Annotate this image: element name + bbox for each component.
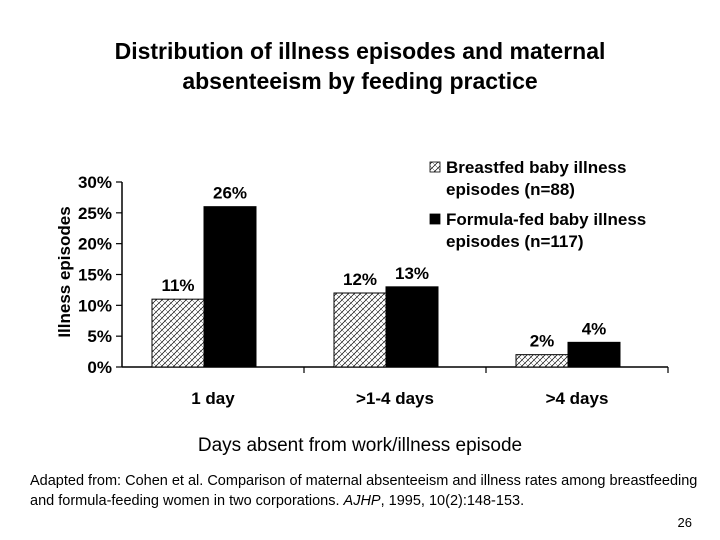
axes: 0% 5% 10% 15% 20% 25% 30% 1 day >1-4 days >4 days xyxy=(78,173,669,408)
data-label: 4% xyxy=(582,319,607,338)
legend-label-line: Breastfed baby illness xyxy=(446,158,626,177)
legend-label: Formula-fed baby illness episodes (n=117) xyxy=(446,210,646,251)
x-tick-label: 1 day xyxy=(191,389,235,408)
source-caption: Adapted from: Cohen et al. Comparison of… xyxy=(30,471,700,511)
y-tick-label: 15% xyxy=(78,266,112,285)
x-tick-label: >4 days xyxy=(546,389,609,408)
chart-title: Distribution of illness episodes and mat… xyxy=(0,36,720,96)
y-tick-label: 5% xyxy=(87,327,112,346)
legend-label-line: episodes (n=117) xyxy=(446,232,583,251)
data-label: 2% xyxy=(530,332,555,351)
chart-title-line1: Distribution of illness episodes and mat… xyxy=(114,38,606,64)
legend-label-line: Formula-fed baby illness xyxy=(446,210,646,229)
bars: 11% 12% 2% 26% 13% 4% xyxy=(151,184,621,368)
data-label: 12% xyxy=(343,270,377,289)
data-label: 11% xyxy=(161,276,194,295)
x-tick-label: >1-4 days xyxy=(356,389,434,408)
y-tick-label: 25% xyxy=(78,204,112,223)
bar-formula-fed xyxy=(385,286,439,368)
y-tick-label: 10% xyxy=(78,296,112,315)
data-label: 26% xyxy=(213,184,247,203)
chart-title-line2: absenteeism by feeding practice xyxy=(182,68,538,94)
caption-text: Adapted from: Cohen et al. Comparison of… xyxy=(30,473,698,509)
page-number: 26 xyxy=(677,515,692,530)
legend-label: Breastfed baby illness episodes (n=88) xyxy=(446,158,626,199)
legend-swatch-formula-fed xyxy=(429,213,441,225)
bar-breastfed xyxy=(333,292,387,368)
y-tick-label: 20% xyxy=(78,235,112,254)
x-axis-label: Days absent from work/illness episode xyxy=(197,435,523,456)
bar-breastfed xyxy=(515,354,569,368)
bar-breastfed xyxy=(151,298,205,368)
bar-formula-fed xyxy=(203,206,257,368)
legend-label-line: episodes (n=88) xyxy=(446,180,575,199)
legend-swatch-breastfed xyxy=(429,161,441,173)
y-tick-label: 0% xyxy=(87,358,112,377)
y-axis-label: Illness episodes xyxy=(55,206,74,337)
legend: Breastfed baby illness episodes (n=88) For… xyxy=(429,158,646,251)
bar-formula-fed xyxy=(567,341,621,368)
caption-journal: AJHP xyxy=(343,493,381,509)
caption-text-end: , 1995, 10(2):148-153. xyxy=(380,493,525,509)
y-tick-label: 30% xyxy=(78,173,112,192)
data-label: 13% xyxy=(395,264,429,283)
